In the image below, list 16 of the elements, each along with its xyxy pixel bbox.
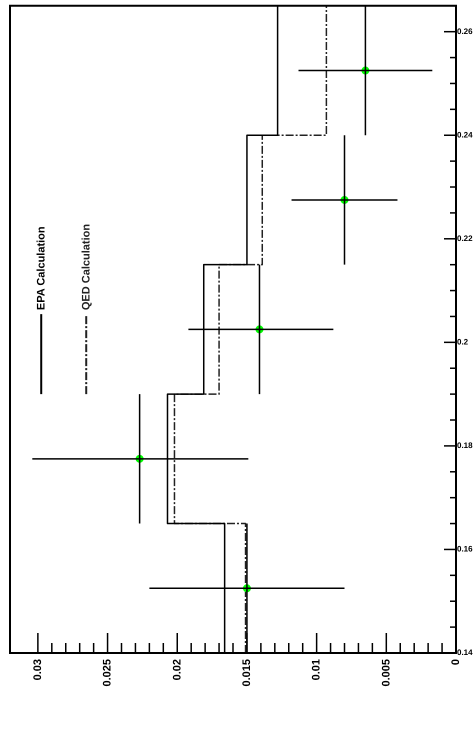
text: QED Calculation — [80, 224, 92, 310]
y-tick-label: 0.22 — [457, 234, 474, 243]
y-tick-label: 0.16 — [457, 544, 474, 554]
x-tick-label: 0.005 — [380, 659, 392, 687]
x-tick-label: 0.015 — [240, 659, 253, 687]
y-tick-label: 0.2 — [457, 338, 469, 347]
x-tick-label: 0.01 — [310, 659, 323, 680]
y-tick-label: 0.14 — [457, 648, 474, 658]
text: EPA Calculation — [35, 226, 48, 310]
x-tick-label: 0.025 — [102, 659, 114, 687]
x-tick-label: 0 — [450, 659, 462, 666]
x-tick-label: 0.02 — [171, 659, 184, 680]
y-tick-label: 0.26 — [457, 26, 474, 36]
y-tick-label: 0.24 — [457, 130, 474, 140]
x-tick-label: 0.03 — [32, 659, 44, 680]
y-tick-label: 0.18 — [457, 441, 474, 450]
